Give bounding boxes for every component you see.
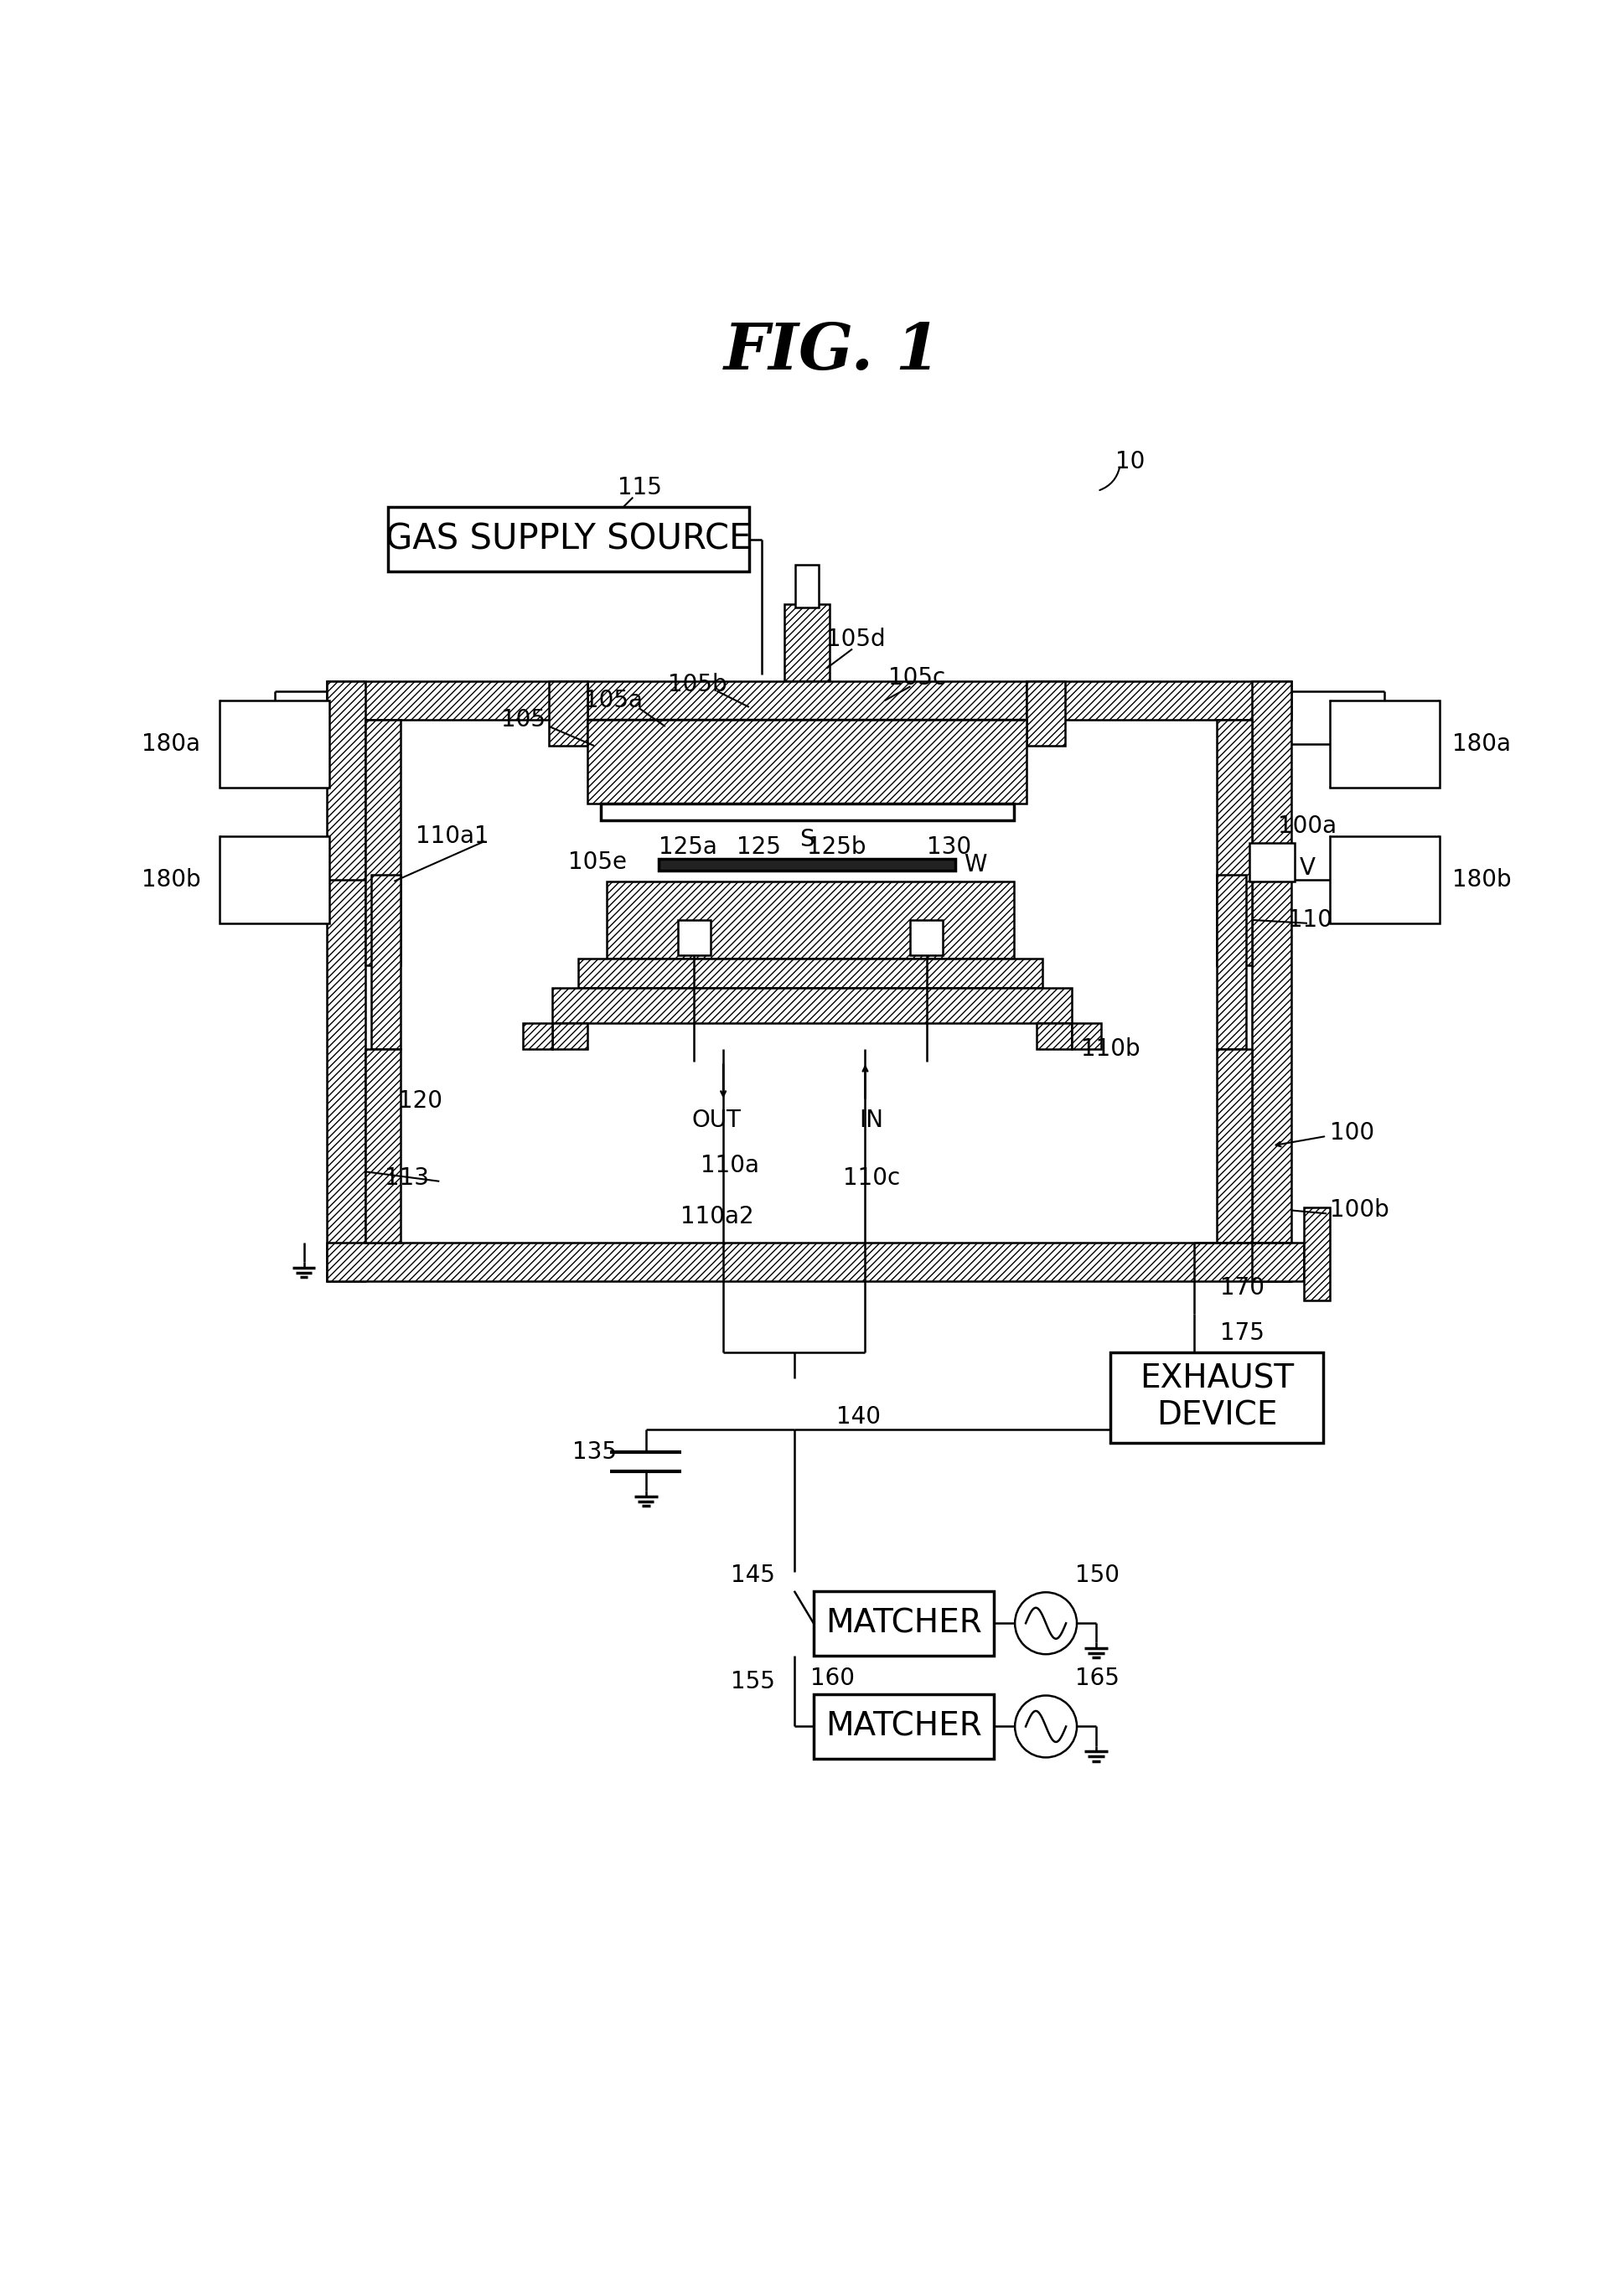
Text: 125b: 125b: [807, 836, 866, 859]
Text: 165: 165: [1075, 1667, 1119, 1690]
Bar: [1026, 680, 1065, 747]
Text: MATCHER: MATCHER: [825, 1711, 983, 1743]
Bar: [388, 506, 749, 572]
Bar: [1026, 680, 1291, 719]
Text: 110b: 110b: [1082, 1037, 1140, 1060]
Text: 180b: 180b: [1452, 868, 1512, 891]
Text: 115: 115: [617, 476, 661, 499]
Bar: [1252, 680, 1291, 1282]
Text: 105e: 105e: [568, 850, 627, 875]
Bar: [1216, 1049, 1252, 1243]
Text: 110a2: 110a2: [680, 1205, 754, 1227]
Text: 125a: 125a: [658, 836, 718, 859]
Bar: [552, 987, 1072, 1024]
Text: 110a1: 110a1: [416, 824, 489, 847]
Text: 10: 10: [1116, 451, 1145, 474]
Text: 130: 130: [927, 836, 971, 859]
Text: 140: 140: [836, 1406, 880, 1429]
Text: 135: 135: [572, 1440, 617, 1463]
Bar: [1216, 719, 1252, 964]
Text: 180b: 180b: [141, 868, 201, 891]
Bar: [219, 701, 330, 788]
Text: 125: 125: [737, 836, 781, 859]
Bar: [607, 882, 1013, 960]
Text: 150: 150: [1075, 1564, 1119, 1587]
Text: 100a: 100a: [1278, 815, 1337, 838]
Text: W: W: [963, 852, 986, 877]
Text: MATCHER: MATCHER: [825, 1608, 983, 1640]
Text: 100b: 100b: [1330, 1198, 1389, 1223]
Bar: [326, 680, 365, 1282]
Text: 113: 113: [385, 1166, 429, 1191]
Text: 120: 120: [398, 1090, 442, 1113]
Text: 100: 100: [1330, 1122, 1374, 1145]
Text: 105d: 105d: [827, 627, 885, 650]
Text: OUT: OUT: [692, 1108, 742, 1131]
Bar: [814, 1592, 994, 1656]
Text: 110c: 110c: [843, 1166, 900, 1191]
Bar: [1252, 1243, 1304, 1282]
Text: 105a: 105a: [585, 689, 643, 712]
Bar: [326, 1243, 1291, 1282]
Bar: [784, 605, 830, 680]
Bar: [1111, 1353, 1324, 1443]
Bar: [549, 680, 588, 747]
Text: 175: 175: [1220, 1321, 1265, 1344]
Bar: [326, 680, 588, 719]
Bar: [1330, 836, 1439, 923]
Bar: [796, 566, 818, 607]
Text: 105: 105: [502, 708, 546, 733]
Bar: [372, 875, 401, 1049]
Text: 180a: 180a: [1452, 733, 1510, 756]
Bar: [679, 921, 710, 955]
Text: 170: 170: [1220, 1276, 1265, 1298]
Bar: [1249, 843, 1294, 882]
Bar: [219, 836, 330, 923]
Text: 160: 160: [810, 1667, 854, 1690]
Bar: [588, 680, 1026, 719]
Bar: [523, 1024, 552, 1049]
Text: 105b: 105b: [667, 673, 728, 696]
Bar: [1072, 1024, 1101, 1049]
Bar: [578, 960, 1043, 987]
Bar: [552, 1024, 588, 1049]
Bar: [1304, 1207, 1330, 1301]
Text: 145: 145: [731, 1564, 775, 1587]
Text: GAS SUPPLY SOURCE: GAS SUPPLY SOURCE: [385, 522, 752, 556]
Text: 110: 110: [1288, 909, 1333, 932]
Text: 180a: 180a: [141, 733, 201, 756]
Text: IN: IN: [859, 1108, 883, 1131]
Bar: [588, 719, 1026, 804]
Bar: [365, 719, 401, 964]
Text: EXHAUST
DEVICE: EXHAUST DEVICE: [1140, 1363, 1294, 1431]
Bar: [1330, 701, 1439, 788]
Text: 105c: 105c: [888, 666, 945, 689]
Bar: [659, 859, 955, 870]
Bar: [911, 921, 942, 955]
Bar: [1036, 1024, 1072, 1049]
Text: V: V: [1299, 856, 1315, 879]
Bar: [814, 1695, 994, 1759]
Text: S: S: [799, 827, 815, 852]
Bar: [365, 1049, 401, 1243]
Bar: [601, 804, 1013, 820]
Text: 155: 155: [731, 1669, 775, 1692]
Text: 110a: 110a: [700, 1154, 758, 1177]
Bar: [1216, 875, 1246, 1049]
Text: FIG. 1: FIG. 1: [724, 321, 940, 382]
